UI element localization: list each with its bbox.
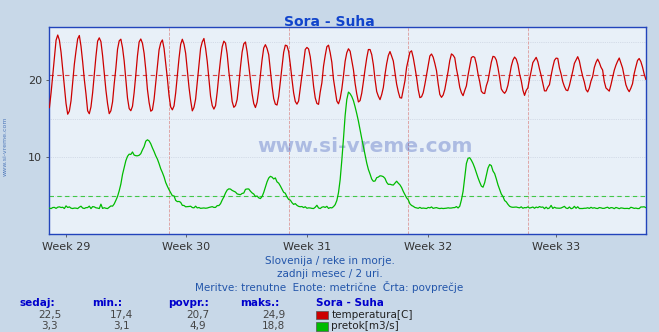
Text: Sora - Suha: Sora - Suha (316, 298, 384, 308)
Text: 3,1: 3,1 (113, 321, 130, 331)
Text: www.si-vreme.com: www.si-vreme.com (3, 116, 8, 176)
Text: temperatura[C]: temperatura[C] (331, 310, 413, 320)
Text: pretok[m3/s]: pretok[m3/s] (331, 321, 399, 331)
Text: Slovenija / reke in morje.: Slovenija / reke in morje. (264, 256, 395, 266)
Text: zadnji mesec / 2 uri.: zadnji mesec / 2 uri. (277, 269, 382, 279)
Text: 3,3: 3,3 (41, 321, 58, 331)
Text: 22,5: 22,5 (38, 310, 61, 320)
Text: 4,9: 4,9 (189, 321, 206, 331)
Text: 18,8: 18,8 (262, 321, 285, 331)
Text: maks.:: maks.: (241, 298, 280, 308)
Text: min.:: min.: (92, 298, 123, 308)
Text: 17,4: 17,4 (110, 310, 134, 320)
Text: Meritve: trenutne  Enote: metrične  Črta: povprečje: Meritve: trenutne Enote: metrične Črta: … (195, 281, 464, 293)
Text: 24,9: 24,9 (262, 310, 285, 320)
Text: povpr.:: povpr.: (168, 298, 209, 308)
Text: Sora - Suha: Sora - Suha (284, 15, 375, 29)
Text: www.si-vreme.com: www.si-vreme.com (258, 137, 473, 156)
Text: sedaj:: sedaj: (20, 298, 55, 308)
Text: 20,7: 20,7 (186, 310, 210, 320)
